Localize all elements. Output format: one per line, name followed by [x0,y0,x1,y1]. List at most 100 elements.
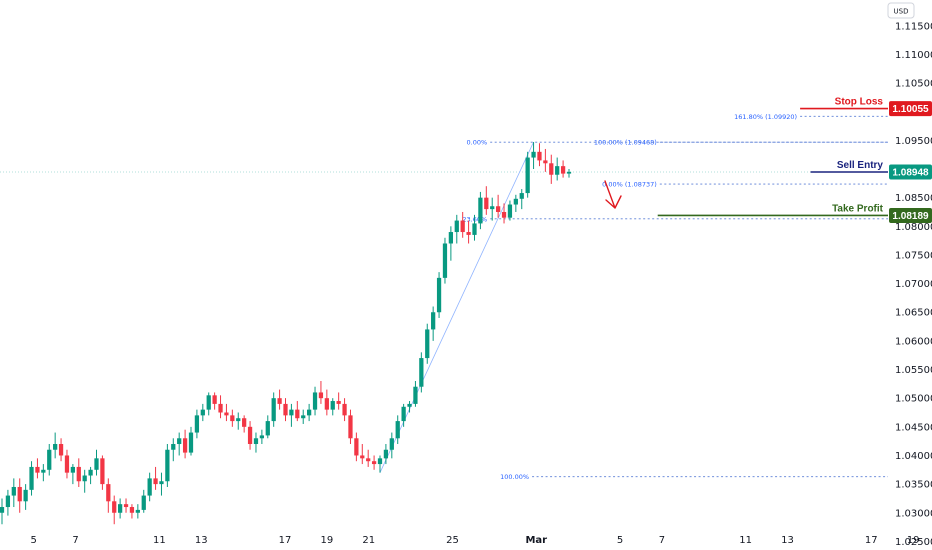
x-tick-label: 5 [31,535,37,546]
y-tick-label: 1.03500 [895,480,932,491]
fib-level-label: 100.00% [500,473,529,481]
y-tick-label: 1.02500 [895,537,932,548]
candle-body [64,455,70,473]
candle-body [123,504,129,508]
candle [112,495,117,525]
price-axis[interactable]: 1.11500 1.11000 1.10500 1.09500 1.08500 1.080… [895,21,932,548]
candle [472,214,477,241]
x-tick-label: 5 [617,535,623,546]
candle [401,403,406,427]
candle [560,160,566,178]
candle [354,432,359,462]
candle-body [454,220,459,233]
candle-body [230,415,235,422]
candle [206,392,211,416]
candle-body [41,469,46,473]
level-label: Take Profit [832,203,884,214]
x-tick-label: Mar [525,535,547,546]
candle-body [247,426,253,445]
candle-body [495,206,501,212]
candle [53,432,58,459]
currency-label: USD [894,8,909,16]
candle [366,449,371,467]
y-tick-label: 1.08000 [895,222,932,233]
y-tick-label: 1.04500 [895,422,932,433]
price-badge-label: 1.10055 [892,104,929,115]
candle-body [460,220,465,233]
candle [265,415,270,439]
candle [200,403,205,422]
candle-body [289,409,294,416]
candle [23,484,28,510]
candle-body [448,232,454,244]
fibonacci-levels: 161.80% (1.09920) 100.00% (1.09468) 0.00% 0… [379,113,888,481]
candle-body [58,444,64,456]
y-tick-label: 1.06000 [895,336,932,347]
candle [413,380,418,407]
candle [466,220,471,244]
candle-body [472,223,477,235]
currency-box[interactable]: USD [887,2,915,19]
candle [11,478,16,508]
candle [342,398,347,422]
candle-body [11,486,16,496]
time-axis[interactable]: 57111317192125Mar5711131719212527Apr3 [31,535,932,546]
candle-body [360,455,365,459]
candle-body [306,409,312,416]
price-badge[interactable] [889,101,932,117]
candle-body [513,198,518,205]
price-badge[interactable] [889,164,932,180]
price-badge-label: 1.08189 [892,211,929,222]
candle [76,458,81,487]
candle-body [253,438,259,445]
candle-body [383,449,389,459]
candle [324,389,329,416]
y-tick-label: 1.11000 [895,50,932,61]
candle-body [76,466,81,482]
candle-body [165,449,170,482]
candle-body [560,166,566,174]
candle [348,409,353,445]
candle-body [206,395,211,410]
x-tick-label: 25 [446,535,459,546]
candle-body [436,277,442,313]
candle-body [70,466,76,473]
price-badge-label: 1.08948 [892,167,929,178]
candle [165,444,170,487]
candle [501,203,507,224]
candle-body [283,403,288,416]
x-tick-label: 7 [72,535,78,546]
candle [153,466,158,490]
candle-body [147,478,152,496]
candle [431,306,436,341]
candle [566,169,572,178]
level-label: Stop Loss [835,97,884,108]
y-tick-label: 1.04000 [895,451,932,462]
candle-body [395,421,400,439]
candle [271,392,276,427]
candle [70,464,76,485]
candle-body [484,197,489,210]
candle [460,211,465,238]
candle [182,429,188,459]
candle [537,143,542,167]
candle-body [188,432,194,453]
candle-body [377,458,383,465]
candle-body [549,163,554,175]
candle-body [330,401,335,410]
candle-body [117,504,123,513]
candle [47,444,52,476]
candle-body [100,458,105,485]
candle [35,458,40,479]
candle [389,432,394,459]
candle [94,449,99,476]
candle-body [153,478,158,485]
candle-body [135,509,140,513]
candle-body [555,166,560,175]
candle [0,498,5,525]
candle [5,489,11,516]
price-badge[interactable] [889,207,932,223]
candle-body [129,507,135,513]
candle [318,380,324,404]
